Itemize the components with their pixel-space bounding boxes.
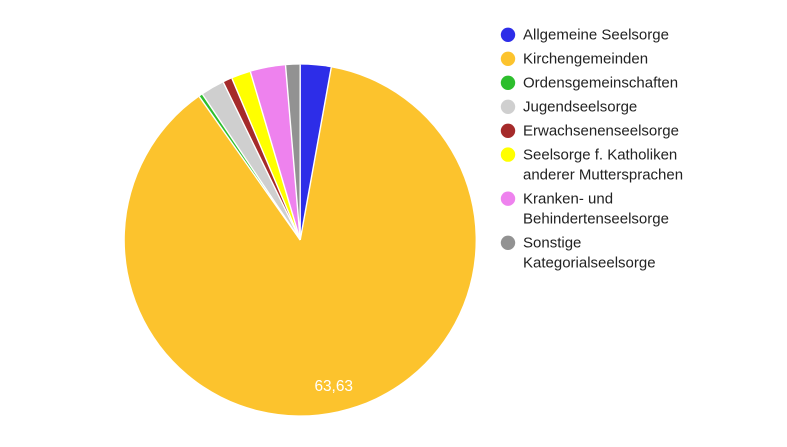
svg-text:Behindertenseelsorge: Behindertenseelsorge	[523, 211, 669, 228]
svg-text:anderer Muttersprachen: anderer Muttersprachen	[523, 166, 683, 183]
svg-text:Ordensgemeinschaften: Ordensgemeinschaften	[523, 75, 678, 92]
svg-text:Jugendseelsorge: Jugendseelsorge	[523, 99, 637, 116]
svg-text:Allgemeine Seelsorge: Allgemeine Seelsorge	[523, 27, 669, 44]
svg-text:Kategorialseelsorge: Kategorialseelsorge	[523, 255, 656, 272]
svg-text:Kirchengemeinden: Kirchengemeinden	[523, 51, 648, 68]
svg-text:Kranken- und: Kranken- und	[523, 191, 613, 208]
svg-text:Erwachsenenseelsorge: Erwachsenenseelsorge	[523, 123, 679, 140]
svg-text:Sonstige: Sonstige	[523, 235, 581, 252]
svg-text:63,63: 63,63	[314, 378, 353, 395]
svg-text:Seelsorge f. Katholiken: Seelsorge f. Katholiken	[523, 147, 677, 164]
